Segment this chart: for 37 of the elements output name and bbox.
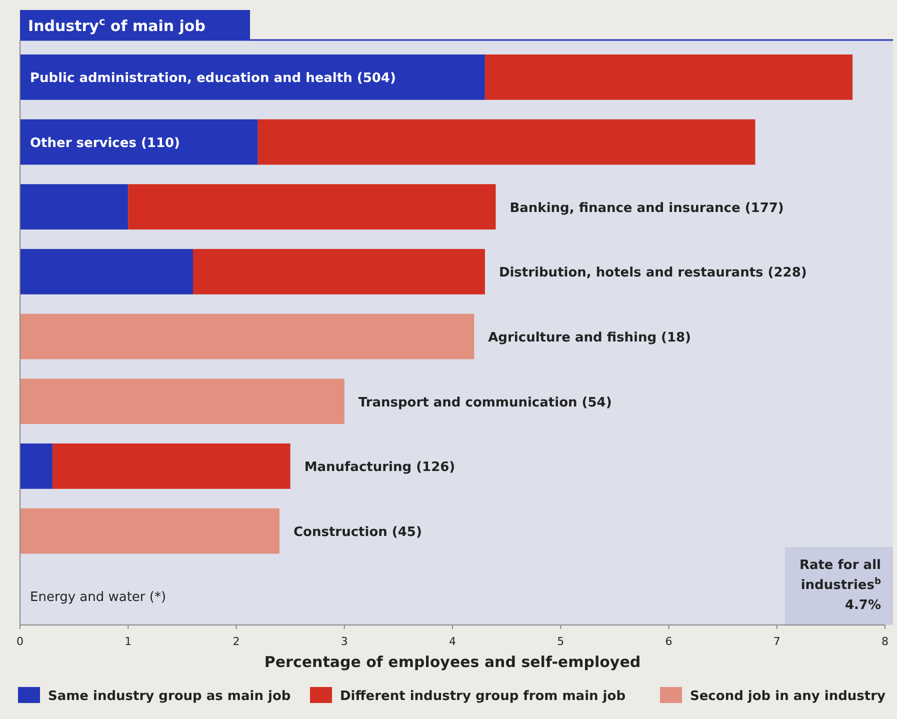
x-tick-label: 3 — [340, 635, 348, 648]
y-tick-label: Banking, finance and insurance (177) — [510, 200, 784, 216]
bar — [20, 314, 474, 360]
bar — [20, 378, 344, 424]
y-tick-label: Construction (45) — [294, 524, 422, 540]
bar — [20, 508, 280, 554]
x-tick-label: 4 — [449, 635, 456, 648]
y-tick-label: Agriculture and fishing (18) — [488, 330, 692, 346]
y-tick-label: Energy and water (*) — [30, 590, 166, 605]
bar — [20, 119, 258, 165]
bar — [20, 443, 52, 489]
x-axis-title: Percentage of employees and self-employed — [264, 653, 641, 671]
x-tick-label: 1 — [124, 635, 132, 648]
text: Rate for all industries$^{b}$ 4.7% — [799, 558, 881, 613]
bar — [128, 184, 496, 230]
legend-label: Different industry group from main job — [340, 689, 626, 704]
bar — [20, 54, 485, 100]
bar — [193, 248, 485, 294]
bar — [20, 248, 193, 294]
x-tick-label: 7 — [773, 635, 780, 648]
bar — [258, 119, 756, 165]
x-tick-label: 6 — [665, 635, 672, 648]
y-tick-label: Public administration, education and health (504) — [30, 71, 396, 86]
x-tick-label: 5 — [557, 635, 564, 648]
x-tick-label: 8 — [882, 635, 888, 648]
y-tick-label: Transport and communication (54) — [358, 395, 612, 410]
y-tick-label: Other services (110) — [30, 136, 180, 152]
bar — [20, 184, 128, 230]
chart-title: Industry$^{c}$ of main job — [28, 16, 206, 35]
bar — [52, 443, 290, 489]
legend-label: Second job in any industry — [690, 689, 886, 704]
legend-label: Same industry group as main job — [48, 689, 291, 704]
y-tick-label: Manufacturing (126) — [304, 460, 456, 476]
x-tick-label: 0 — [16, 635, 24, 648]
x-tick-label: 2 — [232, 635, 240, 648]
y-tick-label: Distribution, hotels and restaurants (228) — [498, 266, 807, 281]
bar — [484, 54, 853, 100]
